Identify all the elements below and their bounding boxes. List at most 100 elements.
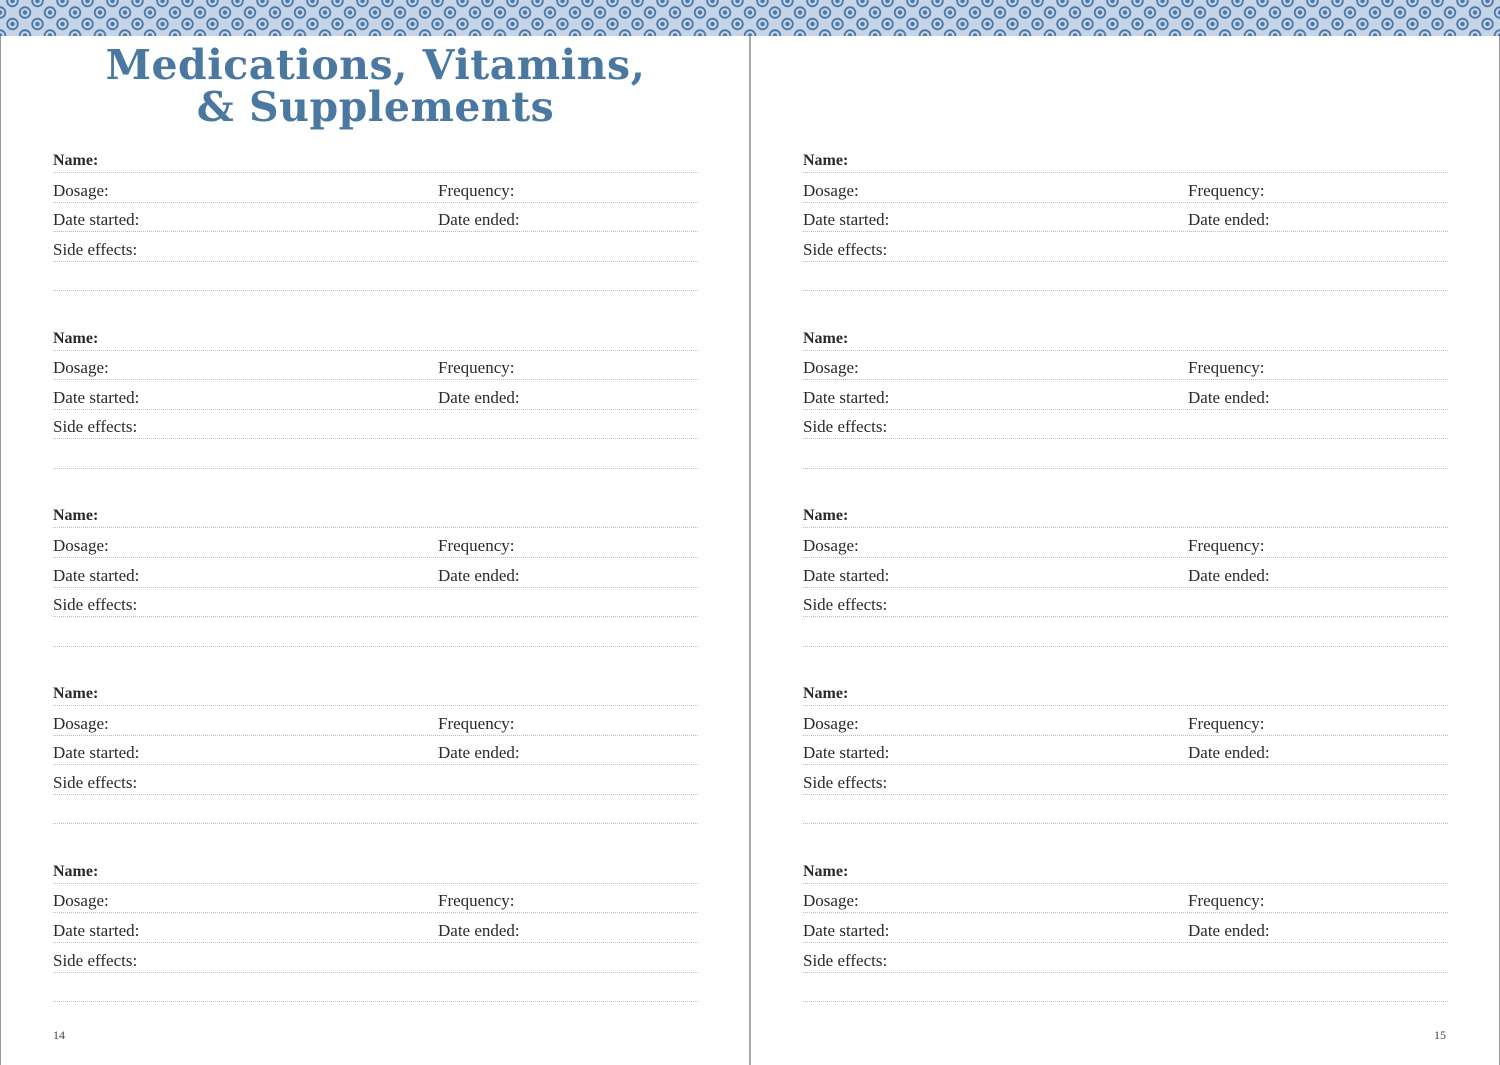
medication-entry: Name: Dosage: Frequency: Date started: Date … <box>53 861 698 1011</box>
write-in-line[interactable] <box>53 379 698 381</box>
frequency-label: Frequency: <box>438 535 515 555</box>
write-in-line[interactable] <box>803 645 1448 647</box>
date-started-label: Date started: <box>803 210 890 230</box>
medication-entry: Name: Dosage: Frequency: Date started: Date … <box>53 328 698 478</box>
medication-entry: Name: Dosage: Frequency: Date started: Date … <box>803 861 1448 1011</box>
write-in-line[interactable] <box>53 941 698 943</box>
write-in-line[interactable] <box>803 882 1448 884</box>
frequency-label: Frequency: <box>1188 713 1265 733</box>
date-ended-label: Date ended: <box>438 210 520 230</box>
write-in-line[interactable] <box>53 201 698 203</box>
left-page: Medications, Vitamins, & Supplements Nam… <box>0 0 749 1065</box>
side-effects-label: Side effects: <box>803 950 888 970</box>
date-ended-label: Date ended: <box>1188 387 1270 407</box>
write-in-line[interactable] <box>53 349 698 351</box>
write-in-line[interactable] <box>53 912 698 914</box>
write-in-line[interactable] <box>803 764 1448 766</box>
medication-entry: Name: Dosage: Frequency: Date started: Date … <box>53 683 698 833</box>
write-in-line[interactable] <box>803 734 1448 736</box>
write-in-line[interactable] <box>53 231 698 233</box>
write-in-line[interactable] <box>803 260 1448 262</box>
frequency-label: Frequency: <box>1188 891 1265 911</box>
write-in-line[interactable] <box>53 1001 698 1003</box>
date-ended-label: Date ended: <box>1188 743 1270 763</box>
write-in-line[interactable] <box>53 527 698 529</box>
write-in-line[interactable] <box>803 941 1448 943</box>
frequency-label: Frequency: <box>438 180 515 200</box>
date-ended-label: Date ended: <box>1188 210 1270 230</box>
write-in-line[interactable] <box>53 645 698 647</box>
write-in-line[interactable] <box>53 290 698 292</box>
write-in-line[interactable] <box>803 793 1448 795</box>
write-in-line[interactable] <box>803 408 1448 410</box>
write-in-line[interactable] <box>53 586 698 588</box>
write-in-line[interactable] <box>53 468 698 470</box>
medication-entry: Name: Dosage: Frequency: Date started: Date … <box>803 505 1448 655</box>
write-in-line[interactable] <box>803 1001 1448 1003</box>
name-label: Name: <box>803 507 849 525</box>
frequency-label: Frequency: <box>438 358 515 378</box>
write-in-line[interactable] <box>803 438 1448 440</box>
write-in-line[interactable] <box>803 971 1448 973</box>
name-label: Name: <box>803 329 849 347</box>
date-started-label: Date started: <box>53 743 140 763</box>
side-effects-label: Side effects: <box>803 417 888 437</box>
date-started-label: Date started: <box>53 920 140 940</box>
name-label: Name: <box>53 862 99 880</box>
side-effects-label: Side effects: <box>803 772 888 792</box>
write-in-line[interactable] <box>53 882 698 884</box>
date-started-label: Date started: <box>803 565 890 585</box>
date-started-label: Date started: <box>803 743 890 763</box>
date-ended-label: Date ended: <box>1188 920 1270 940</box>
write-in-line[interactable] <box>803 556 1448 558</box>
date-ended-label: Date ended: <box>438 565 520 585</box>
date-started-label: Date started: <box>53 210 140 230</box>
write-in-line[interactable] <box>803 586 1448 588</box>
date-ended-label: Date ended: <box>438 920 520 940</box>
write-in-line[interactable] <box>803 172 1448 173</box>
side-effects-label: Side effects: <box>803 239 888 259</box>
write-in-line[interactable] <box>803 290 1448 292</box>
date-started-label: Date started: <box>803 387 890 407</box>
write-in-line[interactable] <box>803 912 1448 914</box>
book-spine <box>749 0 751 1065</box>
write-in-line[interactable] <box>803 468 1448 470</box>
write-in-line[interactable] <box>53 438 698 440</box>
dosage-label: Dosage: <box>53 358 109 378</box>
write-in-line[interactable] <box>53 556 698 558</box>
write-in-line[interactable] <box>53 616 698 618</box>
frequency-label: Frequency: <box>1188 180 1265 200</box>
circle-dot-pattern-band <box>0 0 1500 36</box>
dosage-label: Dosage: <box>803 713 859 733</box>
write-in-line[interactable] <box>53 260 698 262</box>
write-in-line[interactable] <box>53 705 698 707</box>
write-in-line[interactable] <box>53 971 698 973</box>
write-in-line[interactable] <box>53 793 698 795</box>
write-in-line[interactable] <box>803 379 1448 381</box>
write-in-line[interactable] <box>803 201 1448 203</box>
dosage-label: Dosage: <box>803 535 859 555</box>
side-effects-label: Side effects: <box>53 772 138 792</box>
medication-entry: Name: Dosage: Frequency: Date started: Date … <box>53 150 698 300</box>
write-in-line[interactable] <box>803 349 1448 351</box>
dosage-label: Dosage: <box>803 180 859 200</box>
name-label: Name: <box>803 862 849 880</box>
write-in-line[interactable] <box>803 823 1448 825</box>
write-in-line[interactable] <box>53 172 698 173</box>
name-label: Name: <box>53 329 99 347</box>
write-in-line[interactable] <box>53 408 698 410</box>
medication-entry: Name: Dosage: Frequency: Date started: Date … <box>803 683 1448 833</box>
write-in-line[interactable] <box>53 764 698 766</box>
write-in-line[interactable] <box>53 823 698 825</box>
title-line-1: Medications, Vitamins, <box>105 41 646 89</box>
side-effects-label: Side effects: <box>53 595 138 615</box>
side-effects-label: Side effects: <box>53 239 138 259</box>
write-in-line[interactable] <box>803 231 1448 233</box>
write-in-line[interactable] <box>53 734 698 736</box>
dosage-label: Dosage: <box>803 358 859 378</box>
date-ended-label: Date ended: <box>438 387 520 407</box>
write-in-line[interactable] <box>803 705 1448 707</box>
write-in-line[interactable] <box>803 616 1448 618</box>
medication-entry: Name: Dosage: Frequency: Date started: Date … <box>53 505 698 655</box>
write-in-line[interactable] <box>803 527 1448 529</box>
